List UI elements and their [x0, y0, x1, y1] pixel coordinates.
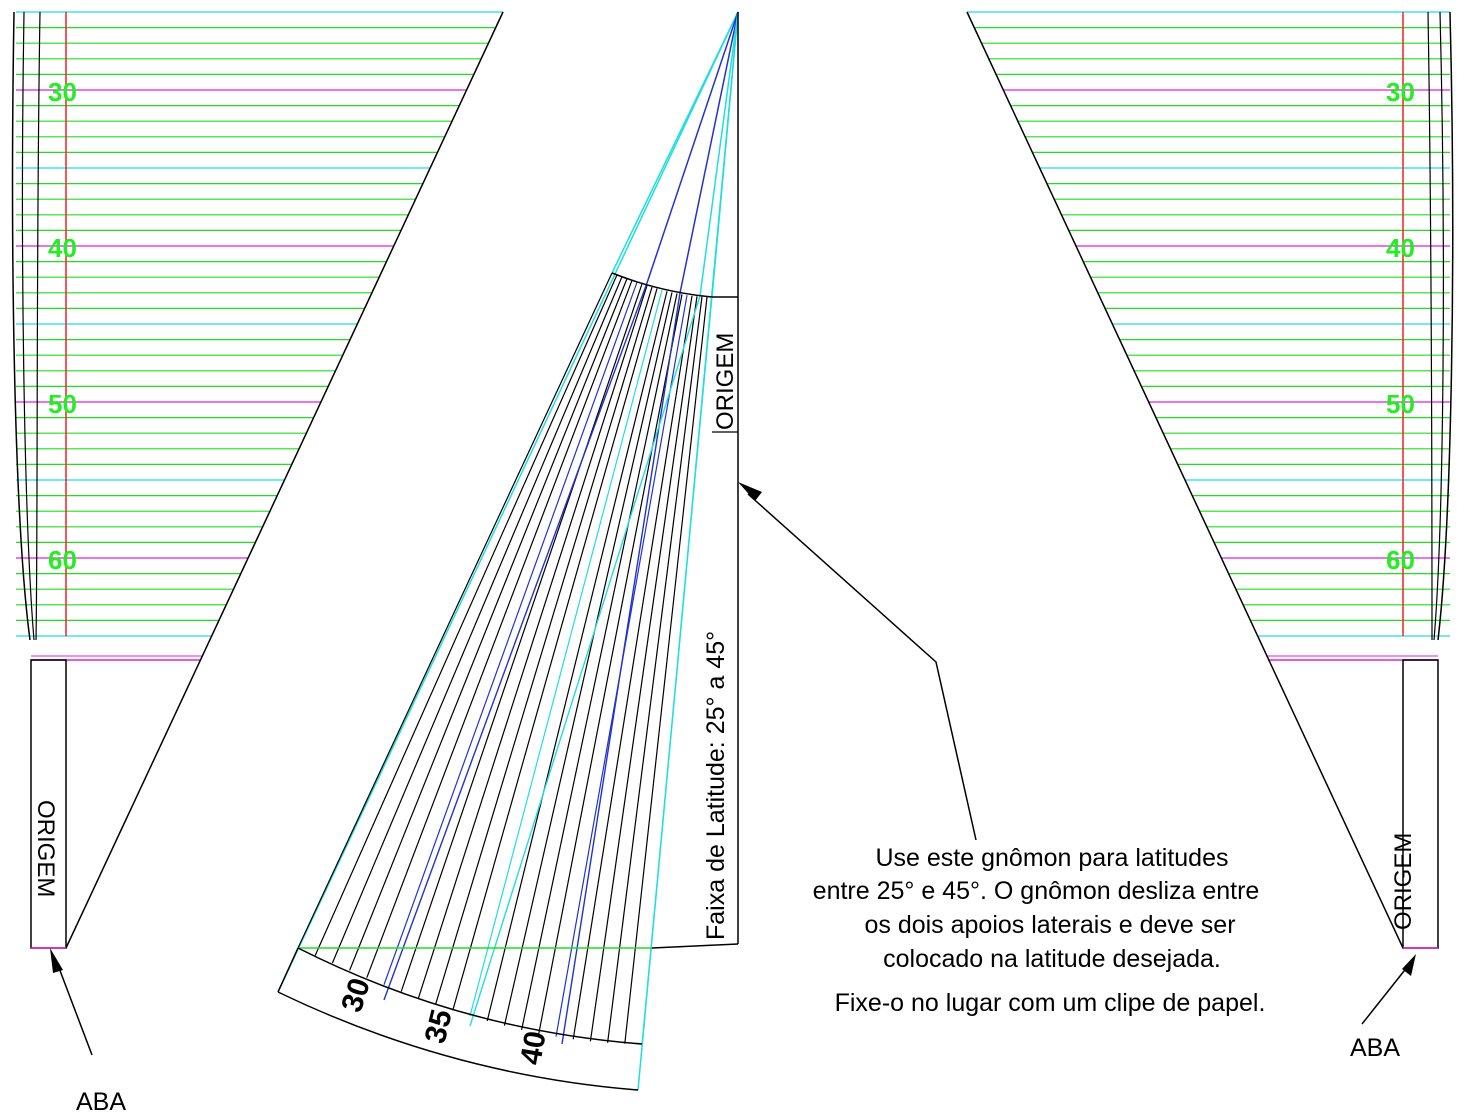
right-outer-edge	[1437, 11, 1454, 641]
gnomon-blue-ray	[383, 282, 648, 1001]
left-support: ORIGEM 30 40 50 60 ABA	[11, 11, 504, 1116]
gnomon-hour-line	[624, 296, 708, 1044]
note-line-2: entre 25° e 45°. O gnômon desliza entre	[813, 877, 1260, 905]
gnomon-scale-end-left	[277, 947, 299, 993]
gnomon-hour-line	[417, 285, 648, 999]
gnomon-hour-line	[452, 288, 658, 1011]
gnomon-upper-ray	[679, 11, 739, 294]
left-tab-label: ABA	[76, 1088, 126, 1116]
gnomon-hour-line	[366, 280, 633, 978]
gnomon-scale-arc-outer	[277, 991, 639, 1091]
gnomon-hour-line	[383, 281, 638, 985]
gnomon-hour-line	[589, 296, 698, 1042]
left-origin-label: ORIGEM	[32, 800, 59, 897]
note-line-3: os dois apoios laterais e deve ser	[864, 911, 1235, 939]
right-scale-lines	[967, 11, 1450, 661]
gnomon-hour-line	[607, 296, 703, 1043]
note-line-4: colocado na latitude desejada.	[883, 945, 1221, 973]
gnomon-hour-line	[400, 283, 643, 992]
gnomon-rays	[277, 11, 739, 1091]
gnomon-scale-arc-inner	[297, 947, 643, 1045]
right-scale-label-30: 30	[1386, 77, 1415, 107]
gnomon-hour-line	[521, 293, 678, 1030]
gnomon-hour-line	[469, 289, 663, 1017]
note-pointer-line	[747, 493, 977, 841]
gnomon-blue-ray	[561, 292, 681, 1045]
left-tab-arrowhead	[50, 948, 63, 973]
gnomon-hour-line	[314, 274, 618, 956]
gnomon: ORIGEM Faixa de Latitude: 25° a 45° 30 3…	[277, 11, 739, 1091]
right-origin-label: ORIGEM	[1390, 833, 1417, 930]
gnomon-top-arc	[611, 272, 713, 298]
right-scale-label-60: 60	[1386, 545, 1415, 575]
right-tab-arrow-line	[1361, 965, 1409, 1025]
left-outer-edge	[11, 11, 31, 641]
gnomon-hour-line	[538, 294, 683, 1034]
left-tab-arrow-line	[55, 959, 93, 1056]
gnomon-upper-ray	[711, 11, 739, 298]
note-line-5: Fixe-o no lugar com um clipe de papel.	[835, 989, 1266, 1017]
left-scale-label-30: 30	[48, 77, 77, 107]
gnomon-hour-line	[486, 291, 668, 1022]
right-inner-edge-2	[1427, 11, 1433, 641]
left-scale-lines	[16, 11, 503, 661]
gnomon-hour-line	[503, 292, 673, 1026]
gnomon-upper-ray	[646, 11, 739, 284]
right-diagonal-edge	[966, 11, 1404, 949]
gnomon-outer-edge	[277, 11, 739, 993]
gnomon-cyan-ray	[469, 295, 701, 1027]
left-inner-edge-2	[35, 11, 41, 641]
right-tab-label: ABA	[1350, 1034, 1400, 1062]
gnomon-upper-ray	[699, 11, 739, 297]
left-scale-label-60: 60	[48, 545, 77, 575]
left-scale-label-50: 50	[48, 389, 77, 419]
gnomon-hour-line	[331, 276, 623, 964]
right-inner-edge	[1433, 11, 1444, 641]
right-scale-label-40: 40	[1386, 233, 1415, 263]
right-scale-label-50: 50	[1386, 389, 1415, 419]
gnomon-upper-ray	[611, 11, 739, 274]
note-pointer-arrowhead	[738, 482, 762, 501]
gnomon-hour-line	[297, 272, 613, 949]
gnomon-hour-line	[572, 295, 693, 1040]
right-support: ORIGEM 30 40 50 60 ABA	[966, 11, 1454, 1062]
gnomon-degree-label-35: 35	[419, 1006, 459, 1046]
gnomon-degree-label-40: 40	[514, 1029, 552, 1068]
gnomon-origin-label: ORIGEM	[712, 333, 739, 430]
gnomon-hour-line	[641, 296, 713, 1045]
left-diagonal-edge	[65, 11, 504, 949]
right-tab-arrowhead	[1402, 954, 1416, 976]
gnomon-band-label: Faixa de Latitude: 25° a 45°	[702, 631, 730, 940]
instruction-note: Use este gnômon para latitudes entre 25°…	[738, 482, 1265, 1017]
left-inner-edge	[21, 11, 35, 641]
left-scale-label-40: 40	[48, 233, 77, 263]
gnomon-hour-line	[349, 278, 628, 971]
gnomon-hour-line	[435, 286, 653, 1005]
note-line-1: Use este gnômon para latitudes	[876, 844, 1229, 872]
gnomon-base-edge	[651, 943, 739, 949]
